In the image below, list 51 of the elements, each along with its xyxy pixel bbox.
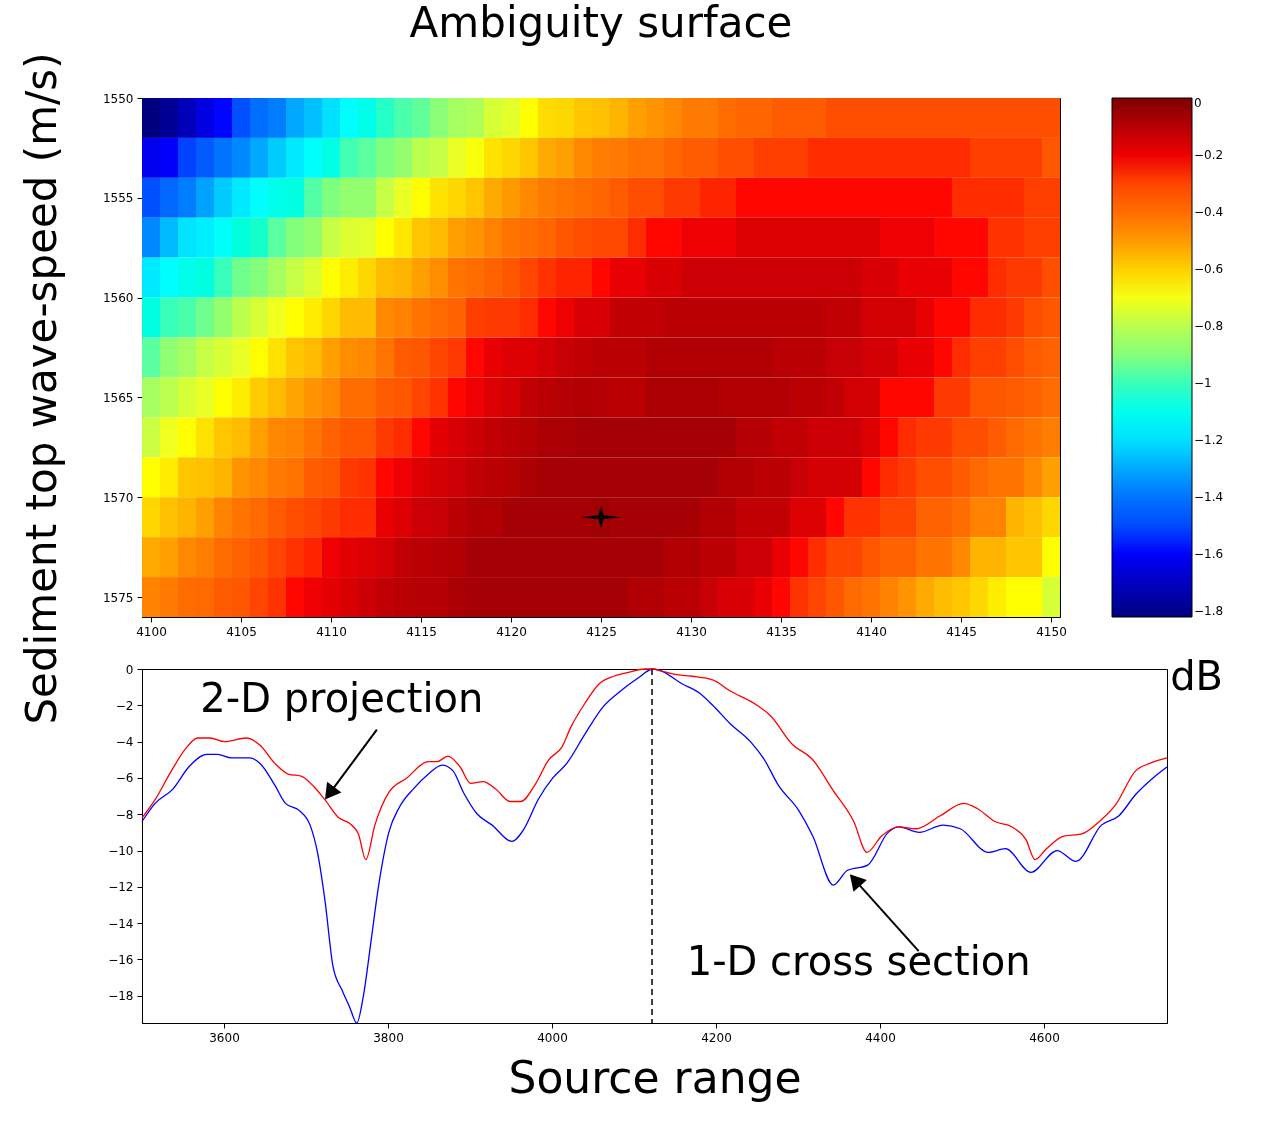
color-bar-label: −0.6: [1194, 262, 1224, 277]
x-tick-label: 4125: [586, 624, 617, 639]
y-tick-label: 0: [125, 662, 134, 677]
x-tick-label: 4110: [316, 624, 347, 639]
color-bar-label: −0.4: [1194, 205, 1224, 220]
y-tick-label: −16: [108, 952, 134, 967]
line-series: [141, 668, 1168, 861]
x-tick-label: 4135: [766, 624, 797, 639]
color-bar-label: −1.8: [1194, 604, 1224, 619]
annotation: 2-D projection: [200, 674, 484, 721]
y-tick-label: −8: [115, 807, 134, 822]
color-bar-title: dB: [1170, 653, 1223, 699]
color-bar-label: −0.2: [1194, 148, 1224, 163]
color-bar-label: −1.4: [1194, 490, 1224, 505]
x-tick-label: 4120: [496, 624, 527, 639]
x-tick-label: 4600: [1029, 1030, 1060, 1045]
x-tick-label: 4000: [537, 1030, 568, 1045]
y-tick-label: −12: [108, 880, 134, 895]
y-tick-label: −6: [115, 771, 134, 786]
y-tick-label: 1570: [102, 490, 134, 505]
x-tick-label: 4105: [226, 624, 257, 639]
annotation: 1-D cross section: [686, 938, 1031, 985]
x-tick-label: 3800: [373, 1030, 404, 1045]
x-tick-label: 4100: [136, 624, 167, 639]
y-axis-title: Sediment top wave-speed (m/s): [16, 52, 66, 725]
x-tick-label: 3600: [209, 1030, 240, 1045]
y-tick-label: −14: [108, 916, 134, 931]
y-tick-label: −2: [115, 698, 134, 713]
y-tick-label: −4: [115, 735, 134, 750]
color-bar-label: −1.6: [1194, 547, 1224, 562]
y-tick-label: 1575: [102, 590, 134, 605]
color-bar-label: −1: [1194, 376, 1212, 391]
y-tick-label: 1560: [102, 291, 134, 306]
x-tick-label: 4150: [1036, 624, 1067, 639]
color-bar-label: −1.2: [1194, 433, 1224, 448]
y-tick-label: −18: [108, 989, 134, 1004]
y-tick-label: 1555: [102, 191, 134, 206]
y-tick-label: 1550: [102, 91, 134, 106]
x-tick-label: 4400: [865, 1030, 896, 1045]
y-tick-label: 1565: [102, 390, 134, 405]
y-tick-label: −10: [108, 844, 134, 859]
x-tick-label: 4145: [946, 624, 977, 639]
line-series: [141, 668, 1168, 1024]
color-bar-label: 0: [1194, 96, 1202, 110]
chart-title: Ambiguity surface: [409, 0, 793, 47]
x-tick-label: 4130: [676, 624, 707, 639]
x-tick-label: 4115: [406, 624, 437, 639]
x-axis-title: Source range: [508, 1051, 802, 1103]
x-tick-label: 4140: [856, 624, 887, 639]
x-tick-label: 4200: [701, 1030, 732, 1045]
color-bar-label: −0.8: [1194, 319, 1224, 334]
